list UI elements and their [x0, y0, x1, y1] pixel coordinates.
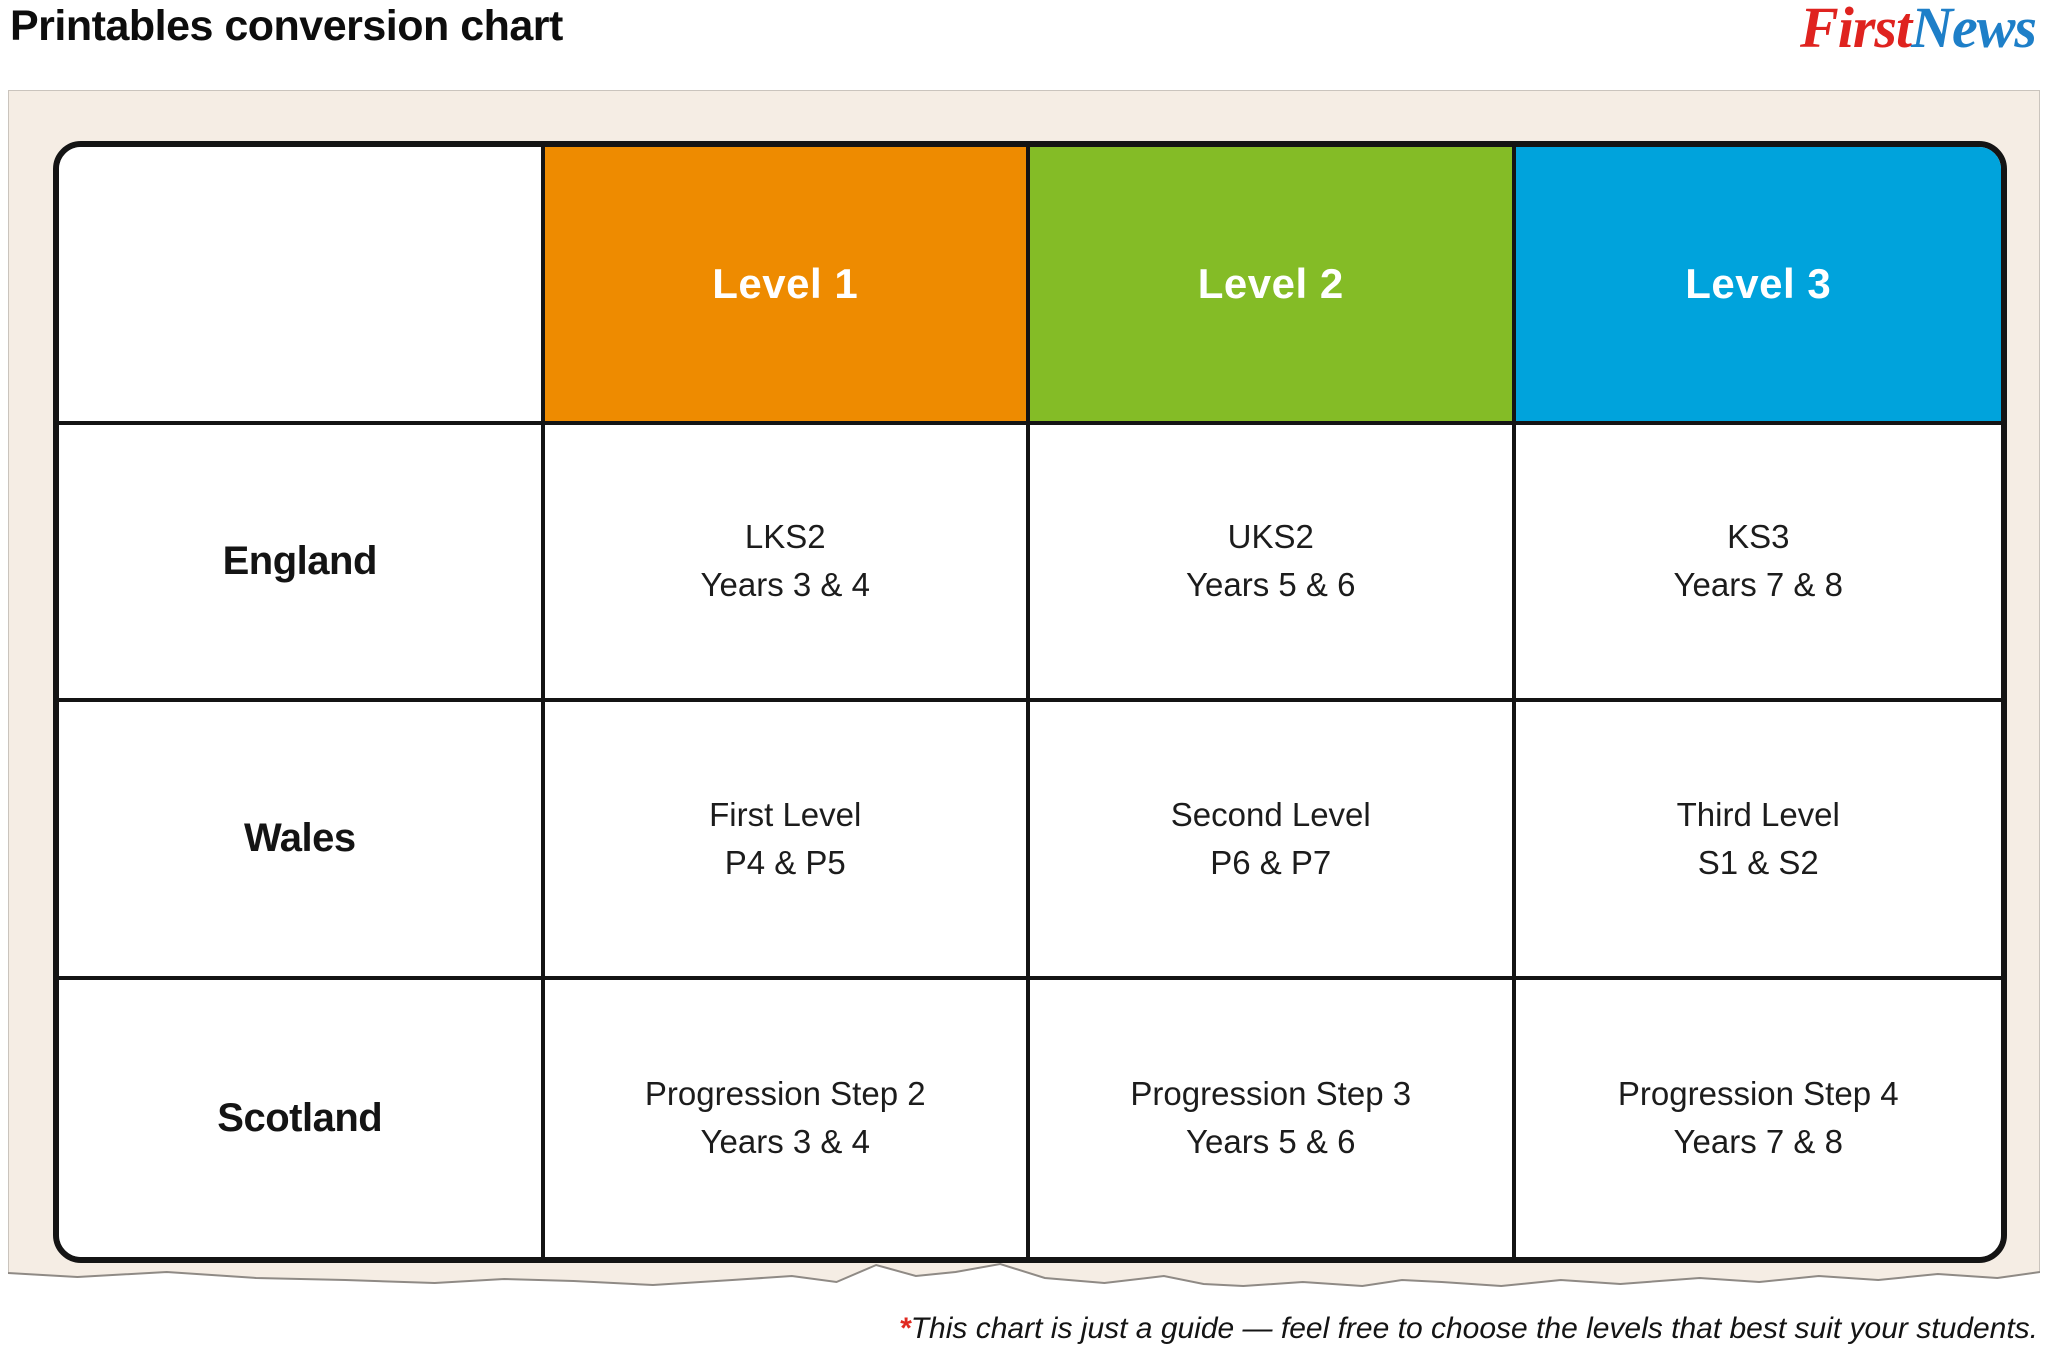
cell-england-level-1: LKS2 Years 3 & 4 [544, 424, 1030, 702]
cell-line-2: Years 5 & 6 [1186, 566, 1356, 604]
cell-wales-level-2: Second Level P6 & P7 [1030, 702, 1516, 980]
cell-line-1: LKS2 [744, 518, 826, 556]
cell-line-2: Years 5 & 6 [1186, 1123, 1356, 1161]
cell-scotland-level-1: Progression Step 2 Years 3 & 4 [544, 979, 1030, 1257]
cell-england-level-3: KS3 Years 7 & 8 [1515, 424, 2001, 702]
cell-line-1: UKS2 [1227, 518, 1314, 556]
cell-line-1: Progression Step 2 [644, 1075, 926, 1113]
logo-word-first: First [1800, 0, 1912, 60]
column-header-level-1: Level 1 [544, 147, 1030, 425]
footnote: *This chart is just a guide — feel free … [899, 1312, 2038, 1346]
footnote-text: This chart is just a guide — feel free t… [910, 1312, 2038, 1345]
cell-line-1: First Level [709, 795, 862, 833]
footnote-asterisk: * [899, 1312, 911, 1345]
row-label-england: England [59, 424, 545, 702]
torn-paper-edge [8, 1262, 2040, 1305]
cell-line-2: P6 & P7 [1210, 843, 1332, 881]
cell-wales-level-3: Third Level S1 & S2 [1515, 702, 2001, 980]
cell-line-1: KS3 [1727, 518, 1790, 556]
cell-line-1: Progression Step 4 [1617, 1075, 1899, 1113]
cell-scotland-level-3: Progression Step 4 Years 7 & 8 [1515, 979, 2001, 1257]
column-header-level-3: Level 3 [1515, 147, 2001, 425]
column-header-level-2: Level 2 [1030, 147, 1516, 425]
table-corner-cell [59, 147, 545, 425]
cell-line-1: Progression Step 3 [1130, 1075, 1412, 1113]
cell-england-level-2: UKS2 Years 5 & 6 [1030, 424, 1516, 702]
cell-line-1: Third Level [1676, 795, 1840, 833]
cell-scotland-level-2: Progression Step 3 Years 5 & 6 [1030, 979, 1516, 1257]
row-label-wales: Wales [59, 702, 545, 980]
page-title: Printables conversion chart [10, 2, 563, 50]
cell-line-2: S1 & S2 [1697, 843, 1819, 881]
row-label-scotland: Scotland [59, 979, 545, 1257]
chart-panel: Level 1 Level 2 Level 3 England LKS2 Yea… [8, 90, 2040, 1305]
firstnews-logo: FirstNews [1800, 0, 2037, 61]
cell-wales-level-1: First Level P4 & P5 [544, 702, 1030, 980]
cell-line-1: Second Level [1170, 795, 1371, 833]
cell-line-2: Years 3 & 4 [700, 566, 870, 604]
conversion-table: Level 1 Level 2 Level 3 England LKS2 Yea… [53, 141, 2007, 1263]
cell-line-2: Years 7 & 8 [1673, 566, 1843, 604]
cell-line-2: P4 & P5 [724, 843, 846, 881]
logo-word-news: News [1911, 0, 2037, 60]
cell-line-2: Years 3 & 4 [700, 1123, 870, 1161]
cell-line-2: Years 7 & 8 [1673, 1123, 1843, 1161]
